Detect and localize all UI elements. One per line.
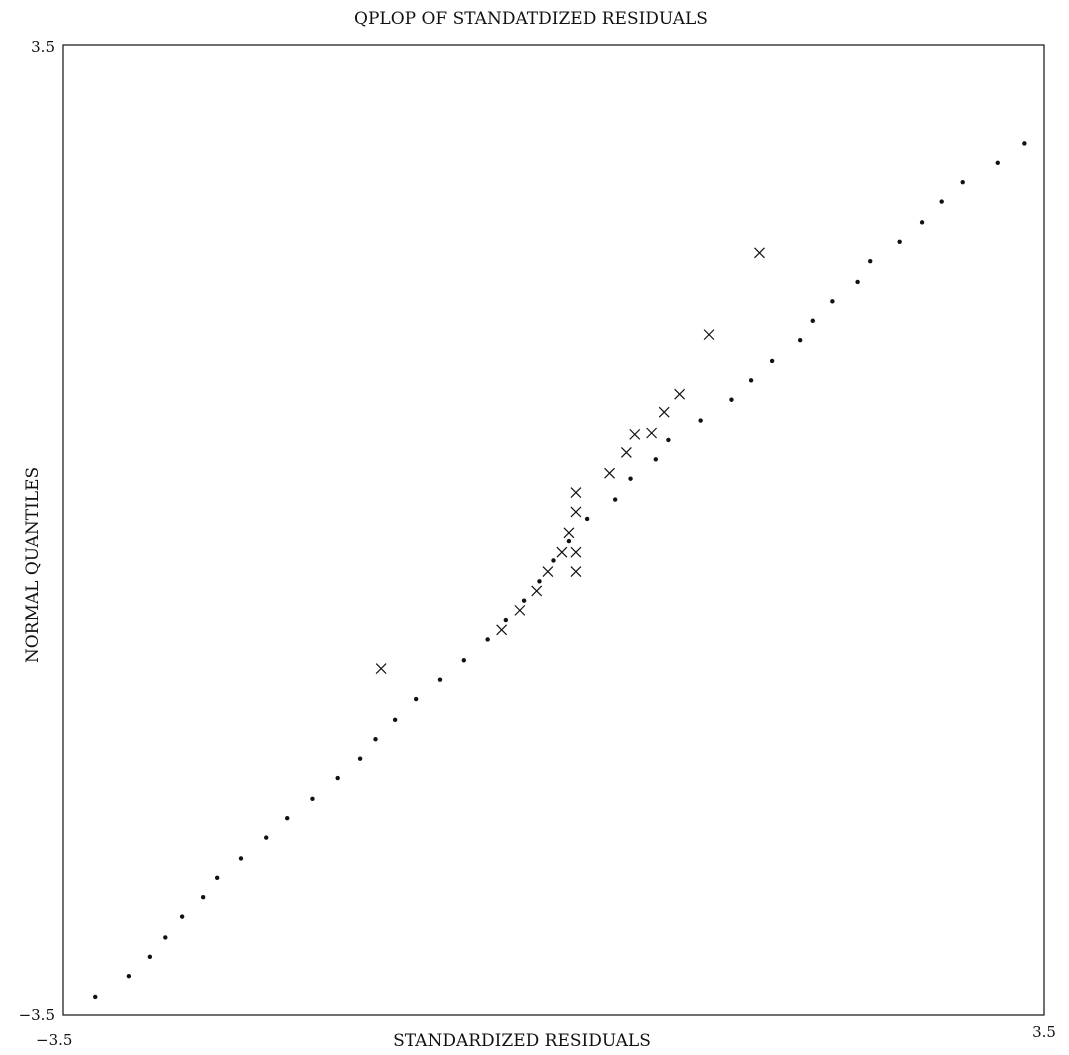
- dot-marker-point: [666, 437, 671, 443]
- x-marker-point: [703, 329, 715, 341]
- x-marker-point: [556, 546, 568, 558]
- dot-marker-point: [653, 457, 659, 462]
- dot-marker-point: [285, 816, 290, 821]
- x-marker-point: [375, 663, 387, 674]
- x-axis-label: STANDARDIZED RESIDUALS: [393, 1031, 651, 1051]
- data-points: [93, 141, 1027, 1000]
- dot-marker-point: [238, 856, 244, 861]
- x-marker-point: [754, 247, 765, 259]
- x-marker-point: [646, 427, 658, 439]
- plot-frame: [62, 44, 1045, 1016]
- x-marker-point: [570, 566, 582, 577]
- x-marker-point: [531, 585, 543, 597]
- chart-title: QPLOP OF STANDATDIZED RESIDUALS: [354, 9, 708, 29]
- dot-marker-point: [830, 299, 835, 304]
- dot-marker-point: [612, 497, 618, 502]
- dot-marker-point: [461, 658, 467, 663]
- dot-marker-point: [729, 397, 734, 402]
- dot-marker-point: [995, 160, 1000, 165]
- dot-marker-point: [897, 239, 902, 244]
- dot-marker-point: [126, 974, 132, 979]
- dot-marker-point: [698, 418, 703, 423]
- dot-marker-point: [357, 756, 363, 761]
- x-marker-point: [496, 624, 508, 636]
- dot-marker-point: [797, 337, 803, 343]
- dot-marker-point: [537, 579, 542, 584]
- x-marker-point: [629, 428, 641, 440]
- dot-marker-point: [437, 677, 443, 682]
- x-marker-point: [542, 566, 554, 577]
- dot-marker-point: [551, 558, 556, 563]
- dot-marker-point: [1022, 141, 1027, 146]
- dot-marker-point: [335, 775, 340, 781]
- dot-marker-point: [214, 875, 220, 881]
- dot-marker-point: [855, 279, 860, 285]
- dot-marker-point: [769, 358, 775, 364]
- dot-marker-point: [93, 994, 98, 1000]
- dot-marker-point: [919, 220, 925, 225]
- dot-marker-point: [960, 179, 965, 185]
- dot-marker-point: [503, 617, 509, 623]
- x-marker-point: [563, 527, 575, 539]
- dot-marker-point: [264, 835, 269, 840]
- dot-marker-point: [310, 796, 315, 802]
- x-marker-point: [570, 546, 582, 558]
- x-marker-point: [570, 487, 582, 499]
- dot-marker-point: [810, 318, 815, 323]
- x-max-tick-label: 3.5: [1032, 1023, 1056, 1041]
- dot-marker-point: [179, 914, 185, 919]
- dot-marker-point: [566, 538, 572, 544]
- dot-marker-point: [584, 516, 590, 522]
- dot-marker-point: [939, 199, 944, 204]
- x-marker-point: [514, 604, 526, 616]
- dot-marker-point: [392, 717, 398, 723]
- x-min-tick-label: −3.5: [36, 1031, 72, 1049]
- dot-marker-point: [147, 954, 153, 959]
- y-max-tick-label: 3.5: [31, 38, 55, 56]
- dot-marker-point: [413, 696, 419, 702]
- y-axis-label: NORMAL QUANTILES: [23, 467, 43, 663]
- dot-marker-point: [163, 935, 168, 940]
- dot-marker-point: [521, 598, 527, 603]
- dot-marker-point: [868, 258, 873, 264]
- x-marker-point: [620, 446, 632, 458]
- dot-marker-point: [373, 737, 378, 742]
- dot-marker-point: [200, 895, 206, 900]
- dot-marker-point: [628, 476, 633, 481]
- x-marker-point: [604, 467, 615, 479]
- dot-marker-point: [485, 637, 490, 642]
- x-marker-point: [570, 506, 582, 518]
- x-marker-point: [658, 406, 670, 418]
- y-min-tick-label: −3.5: [19, 1006, 55, 1024]
- dot-marker-point: [748, 378, 754, 383]
- x-marker-point: [674, 388, 686, 400]
